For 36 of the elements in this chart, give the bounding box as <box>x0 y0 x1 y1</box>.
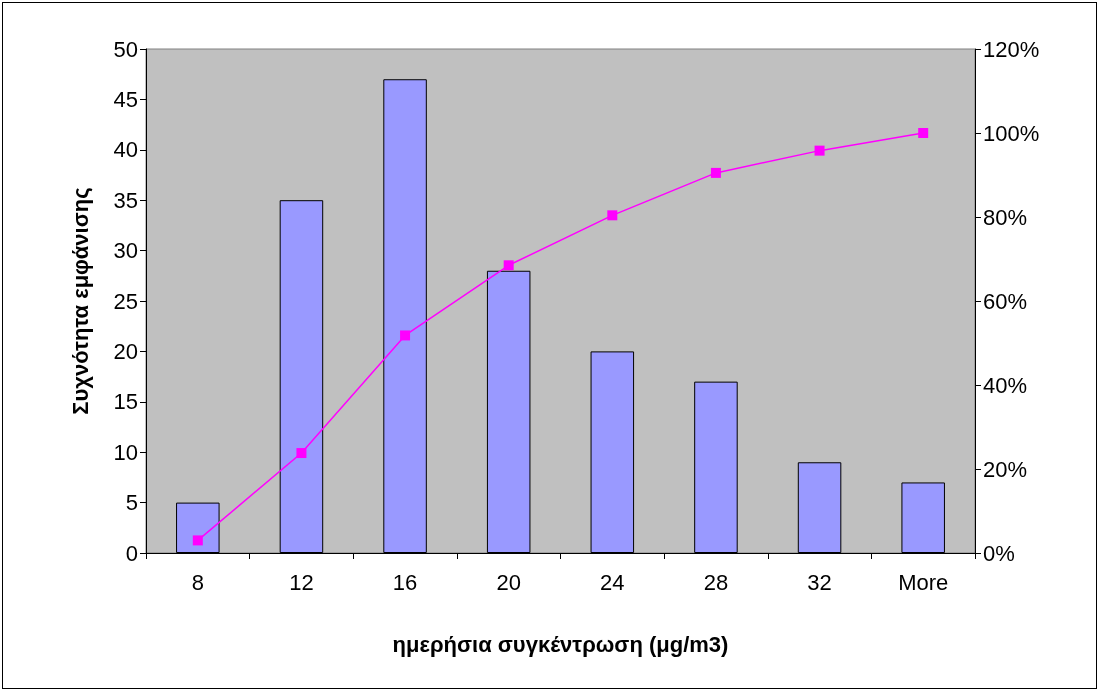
x-tick-label: 12 <box>289 569 314 595</box>
x-axis-title: ημερήσια συγκέντρωση (μg/m3) <box>392 631 729 657</box>
y2-tick-label: 100% <box>983 120 1040 146</box>
point <box>918 128 929 138</box>
x-tick-label: 24 <box>600 569 625 595</box>
y2-tick-label: 40% <box>983 372 1028 398</box>
x-tick-label: 8 <box>191 569 204 595</box>
y-tick-label: 35 <box>113 187 138 213</box>
y-tick-label: 50 <box>113 36 138 62</box>
y2-tick-label: 20% <box>983 456 1028 482</box>
point <box>296 448 307 459</box>
x-tick-label: 32 <box>807 569 832 595</box>
x-tick-label: 16 <box>392 569 418 595</box>
y-axis-title: Συχνότητα εμφάνισης <box>67 187 93 415</box>
y-tick-label: 40 <box>113 137 138 163</box>
point <box>710 167 721 178</box>
y-tick-label: 15 <box>113 389 138 415</box>
y2-tick-label: 80% <box>983 204 1028 230</box>
x-tick-label: More <box>898 569 949 595</box>
y-tick-label: 25 <box>113 288 138 314</box>
x-tick-label: 20 <box>496 569 521 595</box>
point <box>192 535 203 546</box>
y-tick-label: 20 <box>113 338 138 364</box>
x-tick-label: 28 <box>703 569 729 595</box>
y-tick-label: 45 <box>113 86 138 112</box>
y2-tick-label: 60% <box>983 288 1028 314</box>
point <box>400 330 411 341</box>
point <box>607 210 618 221</box>
y-tick-label: 0 <box>125 540 138 566</box>
point <box>814 145 825 156</box>
y-tick-label: 5 <box>125 490 138 516</box>
y-tick-label: 10 <box>113 439 138 465</box>
y-tick-label: 30 <box>113 238 138 264</box>
point <box>503 260 514 271</box>
y2-tick-label: 120% <box>983 36 1040 62</box>
y2-tick-label: 0% <box>983 540 1015 566</box>
